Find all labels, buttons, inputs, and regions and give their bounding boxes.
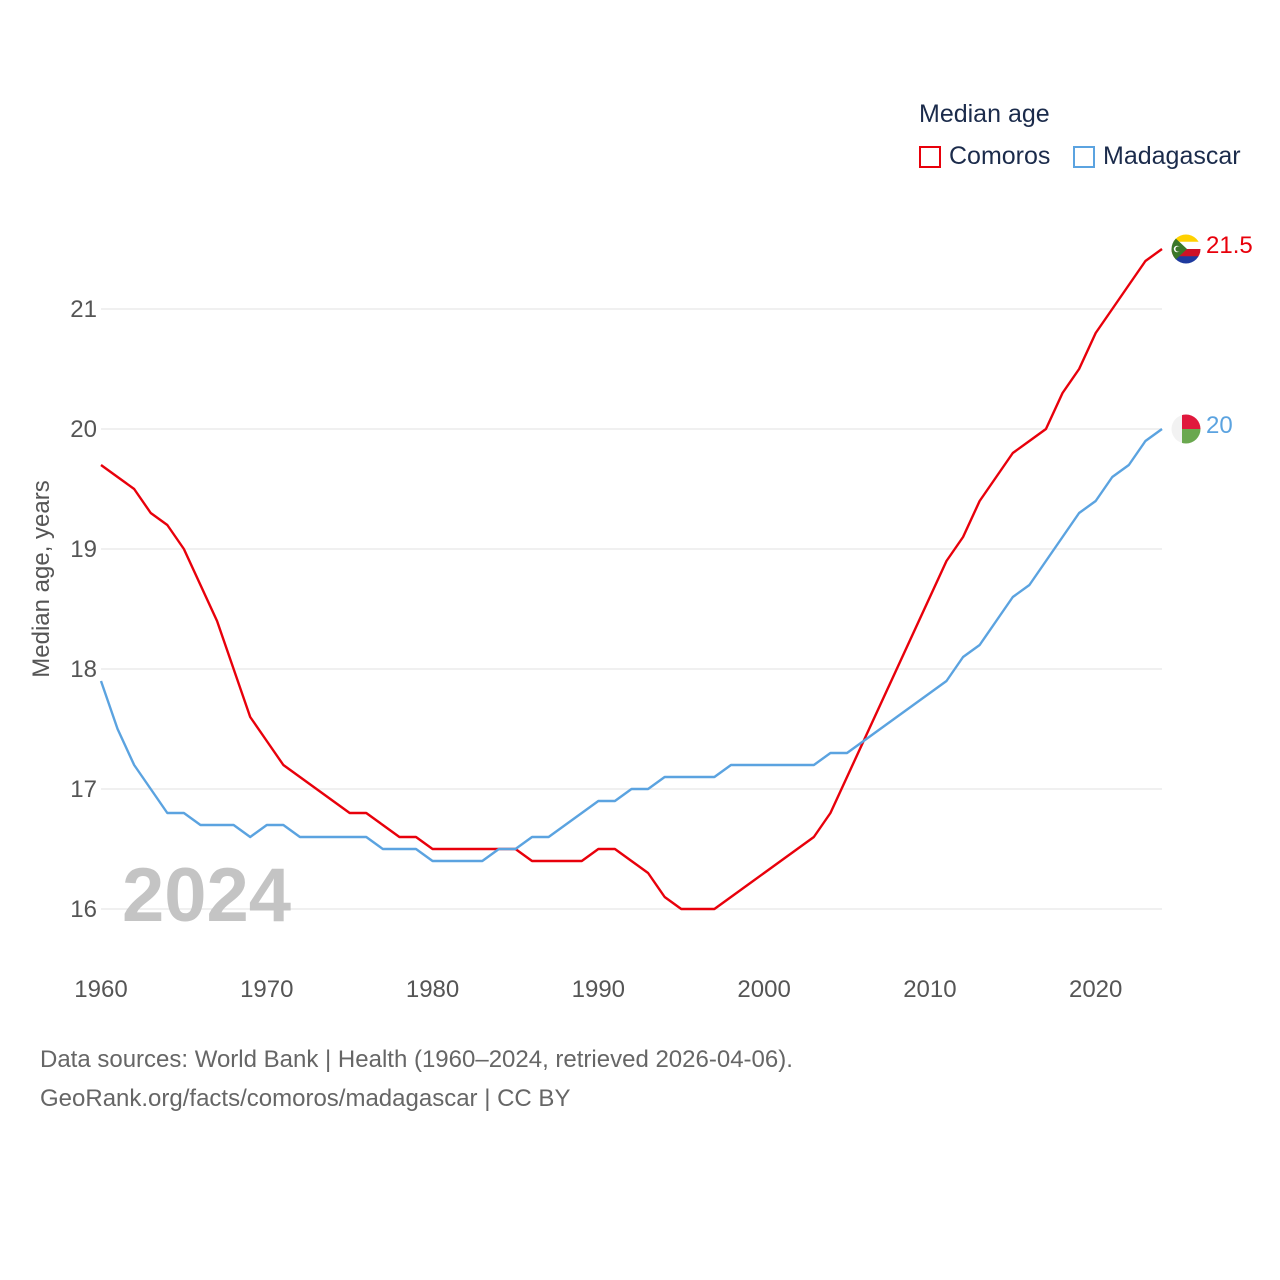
legend-item-madagascar[interactable]: Madagascar [1073, 142, 1241, 171]
series-line-comoros[interactable] [100, 248, 1163, 911]
footer-attribution[interactable]: GeoRank.org/facts/comoros/madagascar | C… [40, 1085, 571, 1112]
series-points [100, 248, 1163, 910]
series-lines [99, 248, 1163, 911]
year-overlay: 2024 [122, 853, 291, 938]
legend-label-comoros: Comoros [949, 142, 1051, 170]
end-label-comoros: 21.5 [1206, 232, 1253, 259]
series-line-madagascar[interactable] [99, 428, 1163, 863]
y-axis-ticks: 16 17 18 19 20 21 [70, 296, 97, 923]
y-tick-label: 16 [70, 896, 97, 923]
madagascar-flag-icon [1171, 414, 1201, 444]
legend-item-comoros[interactable]: Comoros [919, 142, 1050, 171]
x-tick-label: 2010 [903, 976, 956, 1003]
x-tick-label: 2000 [737, 976, 790, 1003]
legend-title: Median age [919, 100, 1050, 128]
gridlines [101, 308, 1162, 910]
y-tick-label: 21 [70, 296, 97, 323]
y-axis-label: Median age, years [28, 480, 55, 678]
legend-swatch-comoros [919, 145, 941, 168]
x-axis-ticks: 1960 1970 1980 1990 2000 2010 2020 [74, 976, 1122, 1003]
y-tick-label: 18 [70, 656, 97, 683]
legend-swatch-madagascar [1073, 145, 1095, 168]
legend-label-madagascar: Madagascar [1103, 142, 1241, 170]
y-tick-label: 19 [70, 536, 97, 563]
y-tick-label: 17 [70, 776, 97, 803]
footer-sources: Data sources: World Bank | Health (1960–… [40, 1046, 793, 1073]
x-tick-label: 1980 [406, 976, 459, 1003]
comoros-flag-icon [1171, 234, 1201, 264]
x-tick-label: 2020 [1069, 976, 1122, 1003]
x-tick-label: 1990 [572, 976, 625, 1003]
y-tick-label: 20 [70, 416, 97, 443]
end-flags [1171, 234, 1201, 444]
x-tick-label: 1970 [240, 976, 293, 1003]
end-label-madagascar: 20 [1206, 412, 1233, 439]
x-tick-label: 1960 [74, 976, 127, 1003]
